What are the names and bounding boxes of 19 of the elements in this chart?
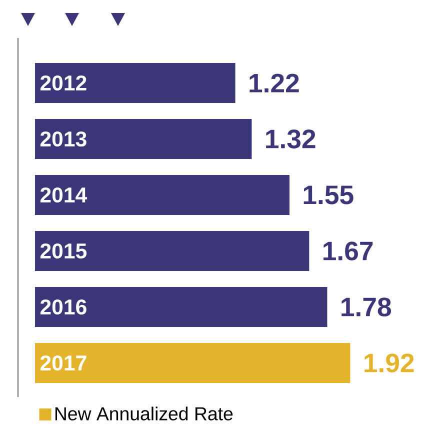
y-tick-label: 2016 <box>40 299 86 315</box>
data-label: 1.92 <box>364 354 414 372</box>
bar <box>35 175 290 215</box>
bar <box>35 343 350 384</box>
bar <box>35 231 310 271</box>
data-label: 1.67 <box>324 242 373 260</box>
y-tick-label: 2015 <box>40 243 87 259</box>
y-tick-label: 2017 <box>40 355 86 371</box>
data-label: 1.22 <box>250 74 299 92</box>
bar <box>35 287 328 327</box>
legend-label: New Annualized Rate <box>55 406 233 420</box>
data-label: 1.32 <box>266 130 316 148</box>
bar <box>35 119 252 159</box>
data-label: 1.78 <box>342 298 392 316</box>
y-tick-label: 2014 <box>40 187 88 203</box>
data-label: 1.55 <box>304 186 354 204</box>
y-tick-label: 2013 <box>40 131 86 147</box>
bar <box>35 63 236 103</box>
y-tick-label: 2012 <box>40 75 86 91</box>
